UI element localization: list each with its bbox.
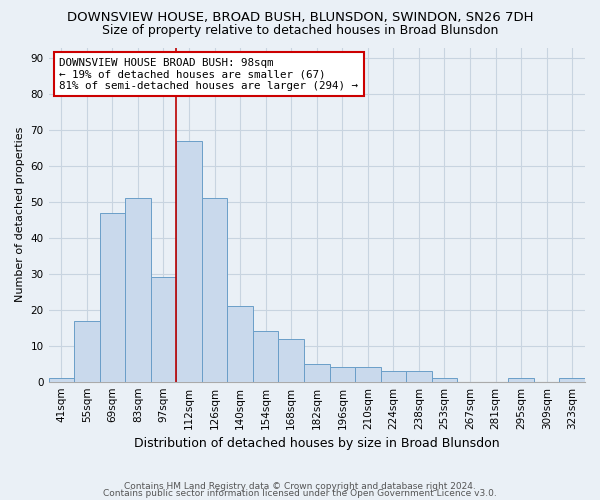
Bar [380, 371, 406, 382]
Bar [176, 141, 202, 382]
X-axis label: Distribution of detached houses by size in Broad Blunsdon: Distribution of detached houses by size … [134, 437, 500, 450]
Bar [125, 198, 151, 382]
Text: Contains HM Land Registry data © Crown copyright and database right 2024.: Contains HM Land Registry data © Crown c… [124, 482, 476, 491]
Bar [278, 338, 304, 382]
Text: Contains public sector information licensed under the Open Government Licence v3: Contains public sector information licen… [103, 489, 497, 498]
Bar [227, 306, 253, 382]
Bar [202, 198, 227, 382]
Y-axis label: Number of detached properties: Number of detached properties [15, 127, 25, 302]
Bar [329, 368, 355, 382]
Bar [355, 368, 380, 382]
Text: Size of property relative to detached houses in Broad Blunsdon: Size of property relative to detached ho… [102, 24, 498, 37]
Bar [100, 213, 125, 382]
Bar [559, 378, 585, 382]
Bar [49, 378, 74, 382]
Text: DOWNSVIEW HOUSE BROAD BUSH: 98sqm
← 19% of detached houses are smaller (67)
81% : DOWNSVIEW HOUSE BROAD BUSH: 98sqm ← 19% … [59, 58, 358, 90]
Bar [151, 278, 176, 382]
Bar [432, 378, 457, 382]
Text: DOWNSVIEW HOUSE, BROAD BUSH, BLUNSDON, SWINDON, SN26 7DH: DOWNSVIEW HOUSE, BROAD BUSH, BLUNSDON, S… [67, 11, 533, 24]
Bar [304, 364, 329, 382]
Bar [253, 332, 278, 382]
Bar [508, 378, 534, 382]
Bar [74, 320, 100, 382]
Bar [406, 371, 432, 382]
